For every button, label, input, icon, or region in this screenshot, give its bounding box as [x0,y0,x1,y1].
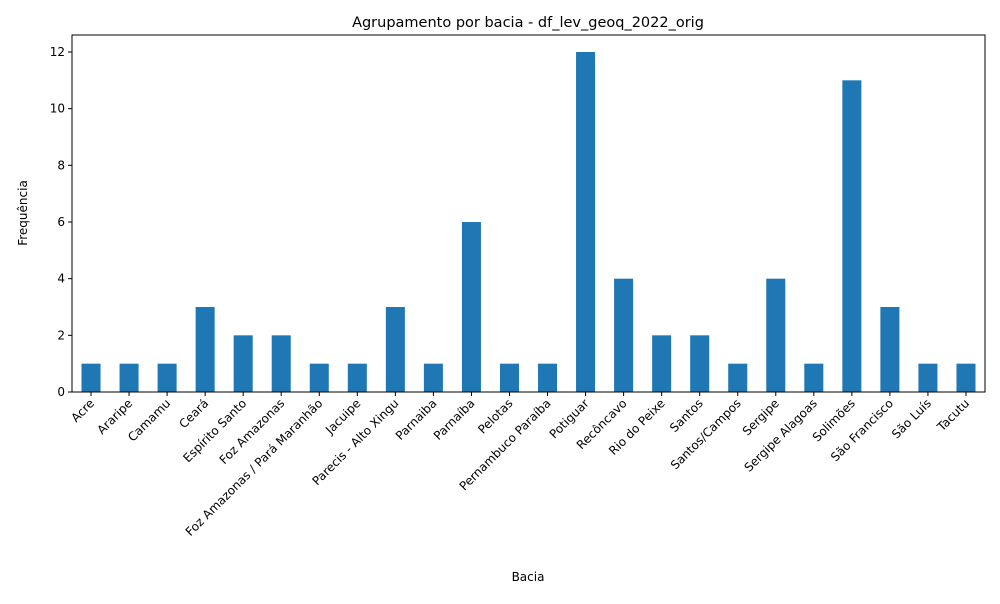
bar [804,363,824,392]
x-tick-label: Tacutu [934,396,972,434]
bar [576,52,596,392]
bar [918,363,938,392]
y-tick-label: 2 [57,328,65,342]
bar [766,278,786,392]
bar [423,363,443,392]
x-tick-label: São Luís [889,396,934,441]
bar [652,335,672,392]
y-tick-label: 8 [57,158,65,172]
bar [81,363,101,392]
y-axis: 0 2 4 6 8 10 12 [50,45,72,399]
bar [956,363,976,392]
bar [690,335,710,392]
bar [499,363,519,392]
x-tick-label: Foz Amazonas [217,396,288,467]
x-tick-label: Foz Amazonas / Pará Maranhão [183,396,326,539]
y-tick-label: 12 [50,45,65,59]
x-tick-label: Acre [68,396,97,425]
bar [157,363,177,392]
bar [119,363,139,392]
bar [538,363,558,392]
bar [880,307,900,392]
bar [461,222,481,392]
bar [728,363,748,392]
bar [309,363,329,392]
x-axis-title: Bacia [512,570,545,584]
y-tick-label: 0 [57,385,65,399]
x-tick-label: Parnaíba [431,396,478,443]
bar [385,307,405,392]
x-tick-label: Ceará [176,396,211,431]
bar [233,335,253,392]
bar [347,363,367,392]
y-tick-label: 10 [50,102,65,116]
x-tick-label: Sergipe Alagoas [741,396,819,474]
y-tick-label: 4 [57,272,65,286]
bar [842,80,862,392]
bars-group [81,52,976,392]
bar [195,307,215,392]
chart-title: Agrupamento por bacia - df_lev_geoq_2022… [352,15,704,31]
bar [271,335,291,392]
y-tick-label: 6 [57,215,65,229]
plot-frame [71,34,986,393]
y-axis-title: Frequência [16,180,30,246]
x-tick-label: Santos/Campos [668,396,744,472]
bar [614,278,634,392]
